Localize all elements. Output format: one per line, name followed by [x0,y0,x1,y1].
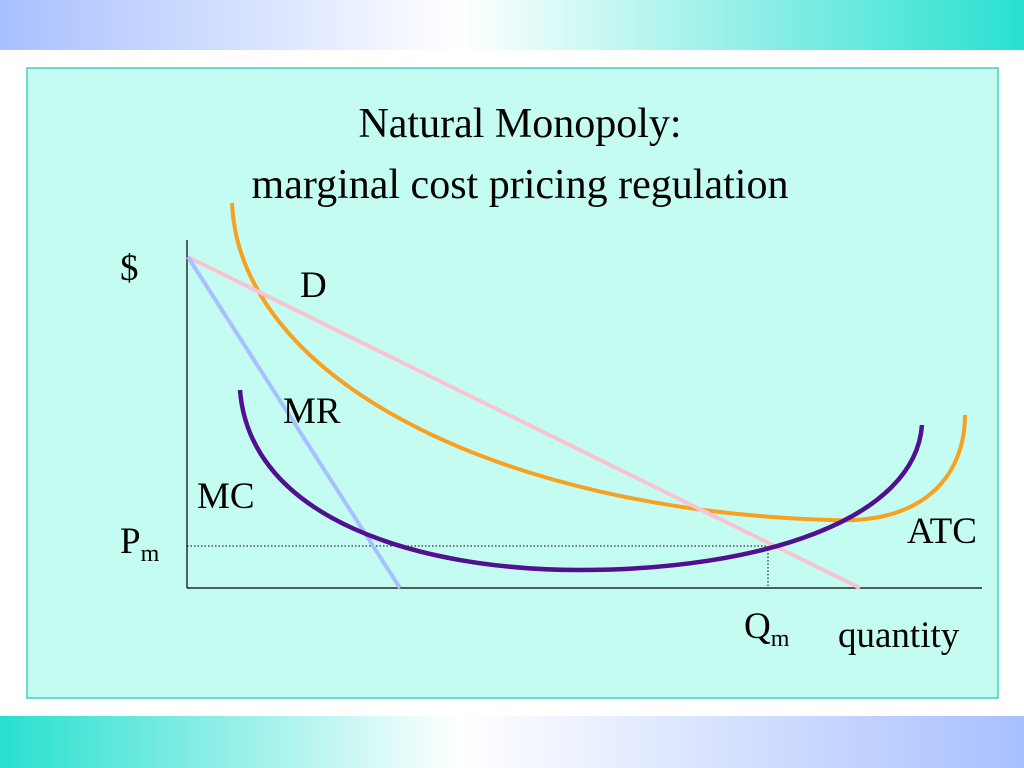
quantity-mark-main: Q [744,606,771,647]
bottom-band [0,716,1024,768]
title-line-1: Natural Monopoly: [358,101,681,147]
price-label: Pm [120,521,160,567]
title-line-2: marginal cost pricing regulation [252,162,789,208]
demand-curve [187,255,861,590]
quantity-mark-label: Qm [744,606,790,652]
atc-label: ATC [907,511,977,552]
price-main: P [120,521,141,562]
demand-label: D [300,265,327,306]
mr-label: MR [283,391,341,432]
price-sub: m [141,541,160,567]
mc-label: MC [197,476,255,517]
top-band [0,0,1024,50]
atc-curve [230,202,967,523]
quantity-mark-sub: m [771,626,790,652]
mc-curve [237,389,925,573]
panel [26,67,999,699]
x-axis-label: quantity [838,615,960,656]
y-axis-label: $ [120,248,139,289]
